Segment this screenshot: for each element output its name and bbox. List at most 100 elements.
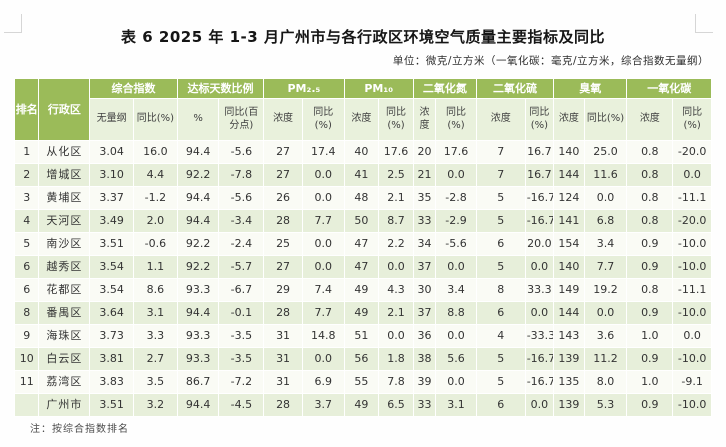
group-header: 达标天数比例 bbox=[176, 78, 265, 99]
value-cell: 19.2 bbox=[583, 278, 628, 302]
value-cell: 7.7 bbox=[301, 301, 345, 325]
value-cell: 124 bbox=[553, 186, 585, 210]
value-cell: -5.6 bbox=[218, 140, 265, 164]
value-cell: 20.0 bbox=[524, 232, 555, 256]
value-cell: 135 bbox=[553, 370, 585, 394]
value-cell: 94.4 bbox=[176, 301, 220, 325]
value-cell: 2.0 bbox=[133, 209, 178, 233]
value-cell: 93.3 bbox=[176, 278, 220, 302]
value-cell: 31 bbox=[263, 370, 303, 394]
value-cell: 3.6 bbox=[583, 324, 628, 348]
value-cell: 0.0 bbox=[524, 393, 555, 417]
value-cell: 5.6 bbox=[435, 347, 477, 371]
value-cell: 30 bbox=[412, 278, 437, 302]
value-cell: 3.1 bbox=[133, 301, 178, 325]
table-row: 3 黄埔区 3.37 -1.2 94.4 -5.6 26 0.0 48 2.1 35 -2.8 5 -16… bbox=[13, 186, 712, 210]
page-margin-mark-top-right bbox=[695, 14, 713, 33]
value-cell: -33.3 bbox=[524, 324, 555, 348]
value-cell: 29 bbox=[263, 278, 303, 302]
value-cell: -16.7 bbox=[524, 347, 555, 371]
value-cell: 49 bbox=[343, 393, 380, 417]
value-cell: 1.0 bbox=[626, 370, 674, 394]
value-cell: 8 bbox=[475, 278, 526, 302]
value-cell: 0.8 bbox=[626, 186, 674, 210]
value-cell: 143 bbox=[553, 324, 585, 348]
value-cell: 0.8 bbox=[626, 163, 674, 187]
value-cell: 4 bbox=[475, 324, 526, 348]
value-cell: 6.9 bbox=[301, 370, 345, 394]
value-cell: 92.2 bbox=[176, 232, 220, 256]
value-cell: 0.0 bbox=[583, 301, 628, 325]
air-quality-table: 排名 行政区 综合指数 达标天数比例 PM₂.₅ PM₁₀ 二氧化氮 二氧化硫 臭氧 一氧化碳 无量… bbox=[13, 78, 712, 417]
value-cell: 3.83 bbox=[89, 370, 135, 394]
rank-cell: 11 bbox=[13, 370, 40, 394]
value-cell: 38 bbox=[412, 347, 437, 371]
value-cell: -7.8 bbox=[218, 163, 265, 187]
value-cell: 141 bbox=[553, 209, 585, 233]
value-cell: 49 bbox=[343, 301, 380, 325]
group-header: 臭氧 bbox=[553, 78, 628, 99]
value-cell: -2.8 bbox=[435, 186, 477, 210]
value-cell: 0.0 bbox=[378, 255, 414, 279]
value-cell: 28 bbox=[263, 209, 303, 233]
value-cell: 3.1 bbox=[435, 393, 477, 417]
value-cell: 31 bbox=[263, 347, 303, 371]
district-cell: 天河区 bbox=[38, 209, 91, 233]
value-cell: 48 bbox=[343, 186, 380, 210]
header-group-row: 排名 行政区 综合指数 达标天数比例 PM₂.₅ PM₁₀ 二氧化氮 二氧化硫 臭氧 一氧化碳 bbox=[13, 78, 712, 141]
value-cell: -10.0 bbox=[672, 232, 712, 256]
district-cell: 南沙区 bbox=[38, 232, 91, 256]
value-cell: 2.7 bbox=[133, 347, 178, 371]
district-cell: 黄埔区 bbox=[38, 186, 91, 210]
value-cell: 47 bbox=[343, 255, 380, 279]
value-cell: 0.0 bbox=[301, 255, 345, 279]
value-cell: 37 bbox=[412, 255, 437, 279]
value-cell: -0.6 bbox=[133, 232, 178, 256]
district-cell: 广州市 bbox=[38, 393, 91, 417]
rank-cell: 6 bbox=[13, 278, 40, 302]
value-cell: 35 bbox=[412, 186, 437, 210]
value-cell: 7.7 bbox=[583, 255, 628, 279]
value-cell: -10.0 bbox=[672, 393, 712, 417]
value-cell: 6 bbox=[475, 301, 526, 325]
value-cell: 56 bbox=[343, 347, 380, 371]
value-cell: 7.8 bbox=[378, 370, 414, 394]
value-cell: 0.8 bbox=[626, 209, 674, 233]
value-cell: 0.9 bbox=[626, 255, 674, 279]
value-cell: 4.3 bbox=[378, 278, 414, 302]
value-cell: -5.6 bbox=[435, 232, 477, 256]
table-row: 10 白云区 3.81 2.7 93.3 -3.5 31 0.0 56 1.8 38 5.6 5 -16.… bbox=[13, 347, 712, 371]
table-header: 排名 行政区 综合指数 达标天数比例 PM₂.₅ PM₁₀ 二氧化氮 二氧化硫 臭氧 一氧化碳 无量… bbox=[13, 78, 712, 141]
value-cell: 3.73 bbox=[89, 324, 135, 348]
value-cell: 0.8 bbox=[626, 140, 674, 164]
value-cell: 17.6 bbox=[435, 140, 477, 164]
rank-cell: 5 bbox=[13, 232, 40, 256]
value-cell: 5 bbox=[475, 347, 526, 371]
value-cell: 3.7 bbox=[301, 393, 345, 417]
sub-header: 同比(%) bbox=[301, 98, 345, 141]
value-cell: 0.0 bbox=[435, 370, 477, 394]
value-cell: 0.0 bbox=[435, 255, 477, 279]
value-cell: -10.0 bbox=[672, 255, 712, 279]
value-cell: 3.51 bbox=[89, 232, 135, 256]
value-cell: 3.10 bbox=[89, 163, 135, 187]
value-cell: 51 bbox=[343, 324, 380, 348]
value-cell: 3.54 bbox=[89, 278, 135, 302]
value-cell: 0.9 bbox=[626, 232, 674, 256]
value-cell: 17.6 bbox=[378, 140, 414, 164]
value-cell: 5 bbox=[475, 370, 526, 394]
value-cell: 3.4 bbox=[435, 278, 477, 302]
sub-header: 同比(%) bbox=[524, 98, 555, 141]
value-cell: 3.81 bbox=[89, 347, 135, 371]
value-cell: 11.6 bbox=[583, 163, 628, 187]
value-cell: 5.3 bbox=[583, 393, 628, 417]
value-cell: 144 bbox=[553, 301, 585, 325]
value-cell: -3.5 bbox=[218, 347, 265, 371]
value-cell: 50 bbox=[343, 209, 380, 233]
value-cell: -20.0 bbox=[672, 140, 712, 164]
value-cell: 94.4 bbox=[176, 140, 220, 164]
value-cell: 16.7 bbox=[524, 163, 555, 187]
group-header: PM₁₀ bbox=[343, 78, 414, 99]
value-cell: 26 bbox=[263, 186, 303, 210]
value-cell: -10.0 bbox=[672, 347, 712, 371]
